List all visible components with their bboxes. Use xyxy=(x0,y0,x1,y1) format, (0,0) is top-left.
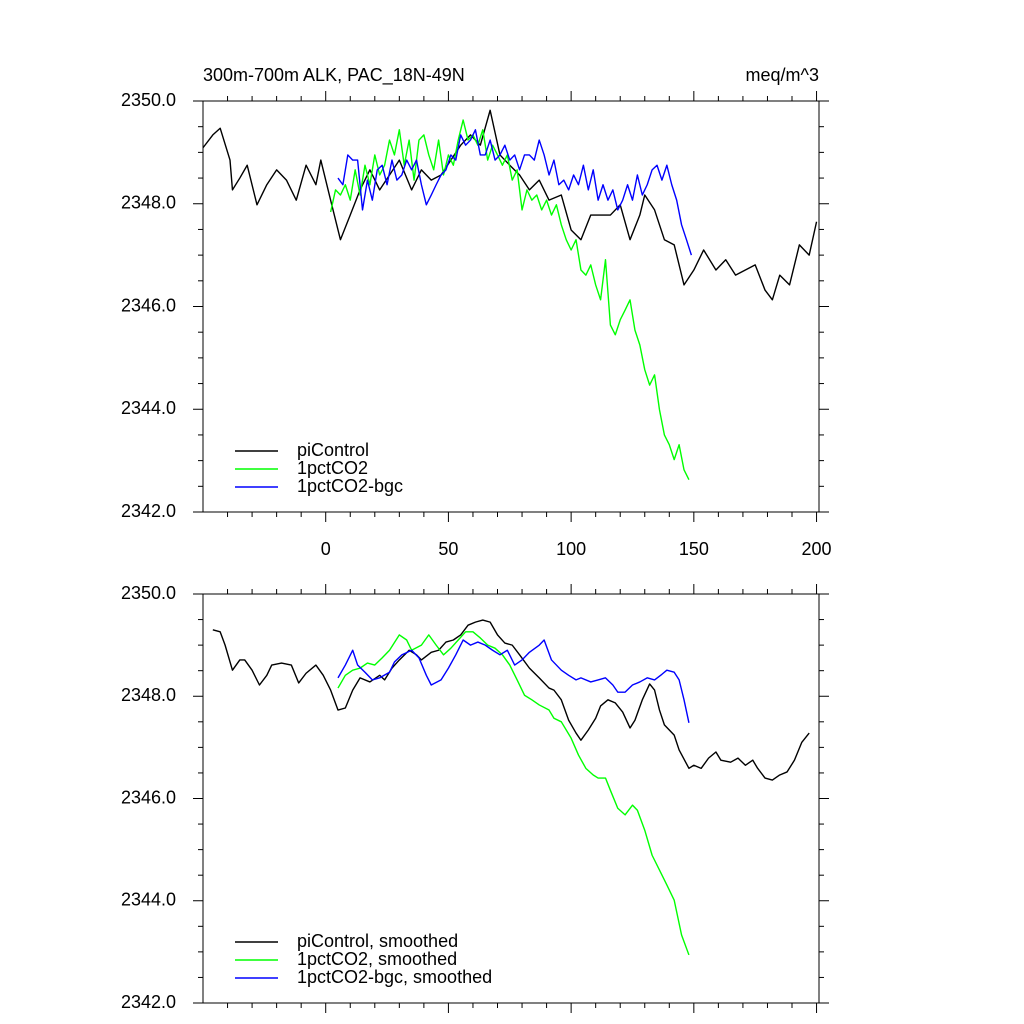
series-line xyxy=(337,639,690,723)
y-tick-label: 2346.0 xyxy=(121,295,176,315)
series-line xyxy=(337,129,693,256)
series-line xyxy=(202,109,818,301)
legend-label: piControl xyxy=(297,440,369,460)
units-label: meq/m^3 xyxy=(746,65,819,85)
legend-label: 1pctCO2-bgc xyxy=(297,476,403,496)
legend-label: 1pctCO2-bgc, smoothed xyxy=(297,967,492,987)
plot-frame xyxy=(202,100,820,513)
y-tick-label: 2350.0 xyxy=(121,90,176,110)
x-tick-label: 50 xyxy=(438,539,458,559)
y-tick-label: 2342.0 xyxy=(121,992,176,1012)
y-tick-label: 2344.0 xyxy=(121,890,176,910)
chart-title: 300m-700m ALK, PAC_18N-49N xyxy=(203,65,465,86)
series-line xyxy=(337,631,690,956)
x-tick-label: 0 xyxy=(321,539,331,559)
y-tick-label: 2346.0 xyxy=(121,787,176,807)
series-line xyxy=(329,119,690,480)
y-tick-label: 2344.0 xyxy=(121,398,176,418)
y-tick-label: 2342.0 xyxy=(121,501,176,521)
series-line xyxy=(212,619,810,781)
x-tick-label: 200 xyxy=(802,539,832,559)
y-tick-label: 2348.0 xyxy=(121,685,176,705)
legend-label: 1pctCO2, smoothed xyxy=(297,949,457,969)
legend-label: 1pctCO2 xyxy=(297,458,368,478)
y-tick-label: 2348.0 xyxy=(121,193,176,213)
legend-label: piControl, smoothed xyxy=(297,931,458,951)
y-tick-label: 2350.0 xyxy=(121,583,176,603)
plot-frame xyxy=(202,593,820,1004)
x-tick-label: 150 xyxy=(679,539,709,559)
x-tick-label: 100 xyxy=(556,539,586,559)
